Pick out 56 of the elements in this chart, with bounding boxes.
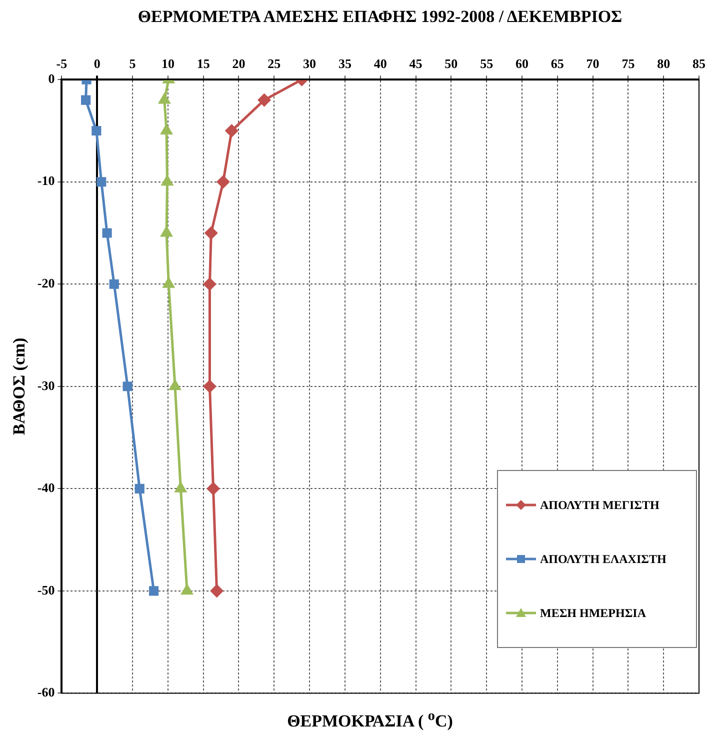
point [109, 279, 119, 289]
y-tick-label: -60 [37, 684, 55, 700]
x-tick-label: 10 [161, 56, 174, 72]
y-tick-label: -20 [37, 275, 55, 290]
x-tick-label: 0 [94, 56, 100, 72]
point [203, 278, 216, 290]
point [160, 124, 172, 134]
point [207, 482, 220, 495]
x-tick-label: 65 [550, 56, 564, 72]
x-tick-label: 30 [303, 56, 316, 72]
point [162, 176, 173, 186]
point [210, 584, 224, 598]
y-tick-label: 0 [48, 70, 55, 86]
legend-label: ΑΠΟΛΥΤΗ ΕΛΑΧΙΣΤΗ [540, 552, 666, 567]
x-tick-label: 35 [338, 56, 352, 72]
y-tick-label: -30 [37, 378, 55, 393]
y-tick-label: -50 [37, 582, 55, 598]
point [102, 228, 112, 238]
x-axis-title: ΘΕΡΜΟΚΡΑΣΙΑ ( $^{o}$C) [286, 708, 454, 732]
point [134, 484, 144, 494]
legend-label: ΜΕΣΗ ΗΜΕΡΗΣΙΑ [540, 606, 646, 621]
legend-label: ΑΠΟΛΥΤΗ ΜΕΓΙΣΤΗ [540, 498, 660, 513]
point [163, 278, 174, 288]
x-tick-label: 45 [409, 56, 423, 72]
x-tick-label: 40 [374, 56, 387, 72]
point [81, 95, 91, 105]
point [148, 586, 159, 596]
point [216, 176, 230, 188]
point [122, 382, 132, 392]
x-tick-label: 50 [444, 56, 458, 72]
y-tick-label: -10 [37, 173, 55, 188]
point [92, 126, 102, 136]
point [158, 94, 170, 104]
point [175, 482, 186, 492]
x-tick-label: 55 [480, 56, 494, 72]
x-tick-label: 60 [515, 56, 528, 72]
point [169, 380, 181, 390]
x-tick-label: 5 [129, 56, 136, 72]
x-tick-label: 15 [196, 56, 210, 72]
point [258, 94, 270, 106]
point [203, 380, 216, 393]
point [160, 226, 172, 237]
point [225, 124, 238, 137]
point [96, 177, 106, 187]
y-axis-title: ΒΑΘΟΣ (cm) [10, 338, 29, 436]
point [204, 226, 218, 240]
point [181, 584, 193, 595]
x-tick-label: 80 [657, 56, 670, 72]
x-tick-label: 70 [586, 56, 600, 72]
x-tick-label: 25 [268, 56, 282, 72]
x-tick-label: 85 [692, 56, 706, 72]
x-tick-label: 20 [232, 56, 246, 72]
chart-title: ΘΕΡΜΟΜΕΤΡΑ ΑΜΕΣΗΣ ΕΠΑΦΗΣ 1992-2008 / ΔΕΚΕΜΒΡΙΟΣ [136, 6, 624, 28]
x-tick-label: 75 [622, 56, 636, 72]
x-tick-label: -5 [56, 56, 68, 72]
y-tick-label: -40 [37, 480, 55, 496]
